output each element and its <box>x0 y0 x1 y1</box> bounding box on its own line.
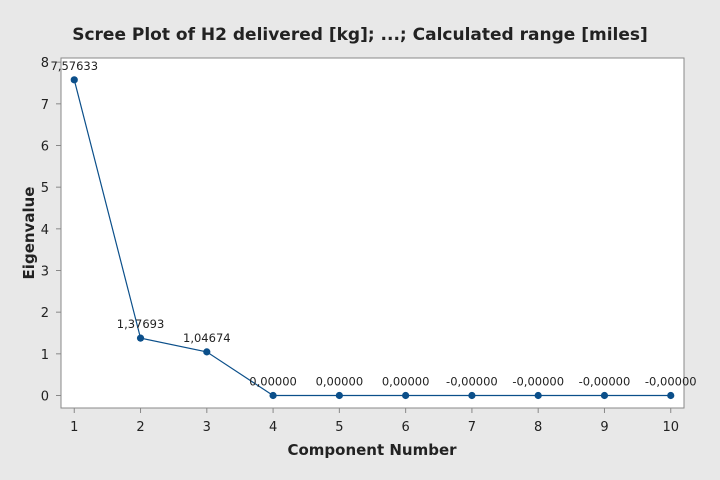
y-tick-label: 7 <box>41 98 49 113</box>
y-tick-label: 3 <box>41 265 49 280</box>
y-tick-label: 6 <box>41 140 49 155</box>
series-line <box>73 79 671 397</box>
x-tick-label: 4 <box>269 420 277 435</box>
data-label: 1,37693 <box>117 317 165 331</box>
x-tick-label: 7 <box>468 420 476 435</box>
y-tick-label: 1 <box>41 348 49 363</box>
chart-title: Scree Plot of H2 delivered [kg]; ...; Ca… <box>72 25 648 45</box>
data-label: -0,00000 <box>446 375 498 389</box>
y-tick-label: 8 <box>41 56 49 71</box>
data-point <box>335 391 343 400</box>
x-tick-label: 5 <box>335 420 343 435</box>
x-tick-label: 9 <box>600 420 608 435</box>
data-label: -0,00000 <box>645 375 697 389</box>
data-label: -0,00000 <box>579 375 631 389</box>
data-label: -0,00000 <box>512 375 564 389</box>
y-axis-label: Eigenvalue <box>20 187 38 280</box>
data-point <box>136 334 145 342</box>
y-tick-label: 0 <box>41 390 49 405</box>
y-tick-label: 5 <box>41 181 49 196</box>
series-layer: 7,57633 1,37693 1,04674 0,00000 0,00000 0,000… <box>50 59 697 400</box>
x-tick-label: 10 <box>662 420 679 435</box>
x-tick-label: 8 <box>534 420 542 435</box>
data-point <box>667 391 675 400</box>
data-point <box>468 391 476 400</box>
plot-area <box>60 57 685 409</box>
y-axis: 0 1 2 3 4 5 6 7 8 <box>41 56 61 405</box>
data-point <box>203 348 211 356</box>
data-point <box>70 76 78 84</box>
x-tick-label: 2 <box>136 420 144 435</box>
data-label: 0,00000 <box>382 375 430 389</box>
data-label: 0,00000 <box>316 375 364 389</box>
x-tick-label: 3 <box>203 420 211 435</box>
data-label: 7,57633 <box>50 59 98 73</box>
data-label: 1,04674 <box>183 331 231 345</box>
y-tick-label: 4 <box>41 223 49 238</box>
data-point <box>534 391 542 400</box>
x-tick-label: 6 <box>401 420 409 435</box>
x-axis: 1 2 3 4 5 6 7 8 9 10 <box>70 408 679 435</box>
y-tick-label: 2 <box>41 306 49 321</box>
x-axis-label: Component Number <box>287 441 457 459</box>
x-tick-label: 1 <box>70 420 78 435</box>
data-point <box>600 391 609 400</box>
data-point <box>269 391 277 400</box>
data-point <box>402 391 410 400</box>
data-label: 0,00000 <box>249 375 297 389</box>
